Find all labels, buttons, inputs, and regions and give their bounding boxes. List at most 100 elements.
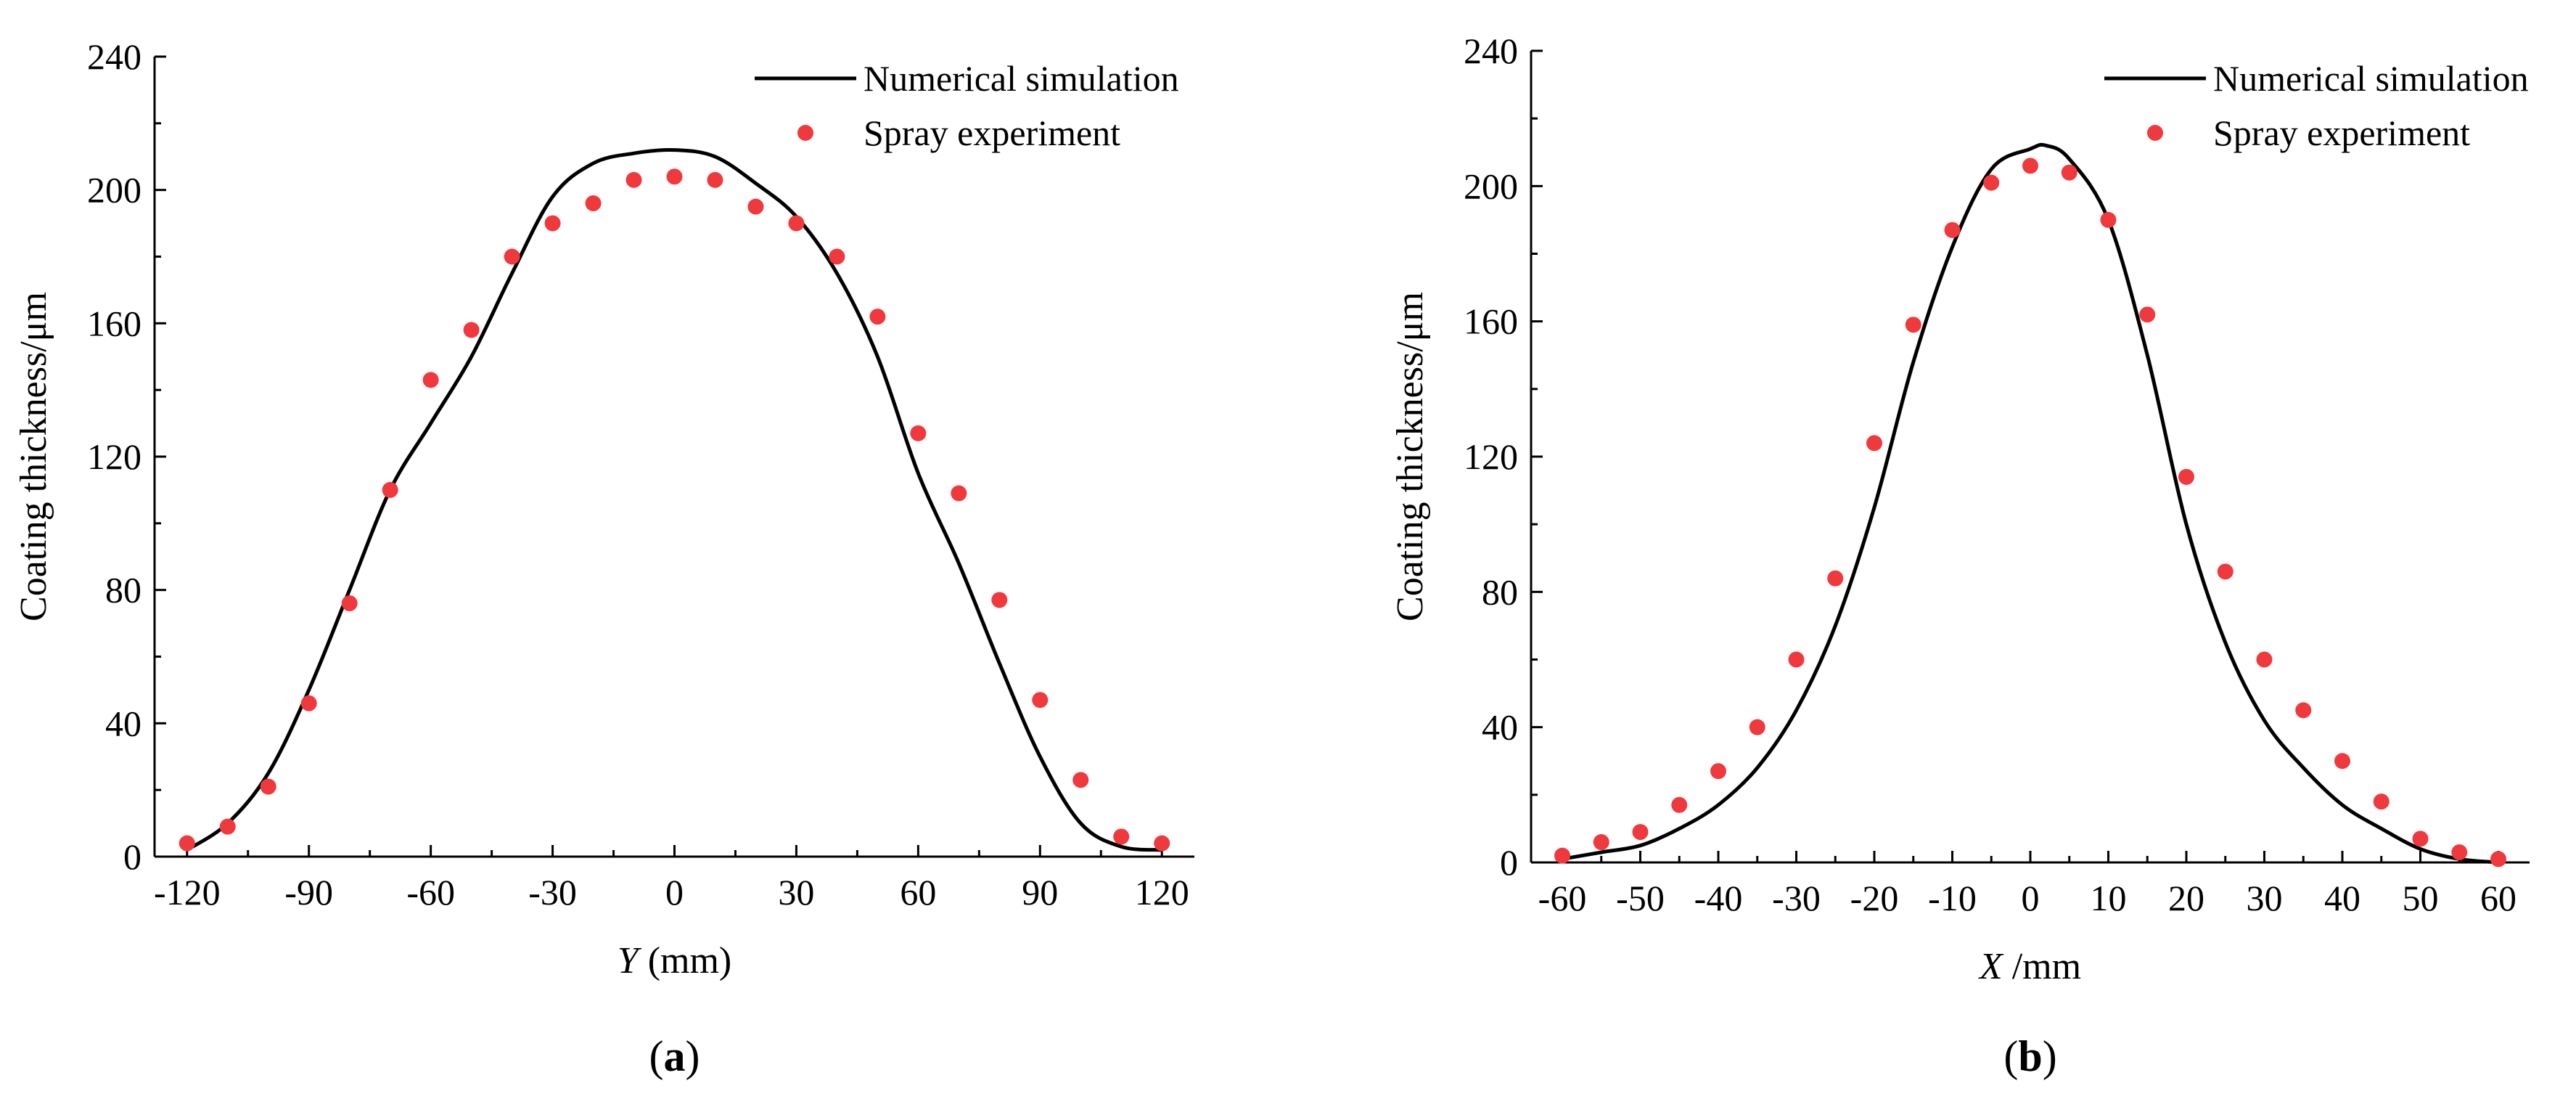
chart1-x-tick-label: 60 [900, 872, 936, 913]
chart2-x-tick-label: 60 [2480, 878, 2516, 918]
chart2-x-tick-label: 30 [2247, 878, 2283, 918]
chart1-x-axis-title-var: Y [618, 940, 642, 981]
chart2-experiment-point [2100, 211, 2117, 228]
chart1-experiment-point [869, 309, 886, 325]
chart2-experiment-point [2295, 702, 2312, 719]
chart1-x-tick-label: 30 [778, 872, 814, 913]
chart1-panel: 0 40 80 120 160 200 240 -120 -90 -60 -30 0 30 60 90 120… [13, 36, 1194, 1080]
chart2-experiment-point [1554, 847, 1570, 864]
chart1-experiment-point [260, 778, 276, 795]
chart2-y-tick-label: 0 [1500, 842, 1518, 883]
chart2-experiment-point [1827, 570, 1844, 587]
chart1-legend-label: Numerical simulation [864, 58, 1179, 99]
chart2-x-tick-label: 10 [2091, 878, 2127, 918]
chart1-experiment-point [504, 248, 520, 265]
chart2-legend-point-swatch [2147, 125, 2163, 141]
chart1-experiment-point [179, 835, 195, 852]
chart2-y-tick-label: 40 [1482, 707, 1518, 748]
chart1-experiment-point [707, 171, 723, 188]
chart2-experiment-point [1671, 796, 1688, 813]
chart2-x-tick-label: -30 [1772, 878, 1821, 918]
chart2-experiment-point [1593, 834, 1609, 851]
chart1-experiment-point [951, 485, 967, 502]
chart1-panel-label: (a) [649, 1032, 700, 1080]
chart1-experiment-point [625, 171, 642, 188]
chart1-y-tick-label: 80 [105, 570, 141, 611]
chart2-experiment-point [1749, 719, 1765, 735]
chart1-experiment-point [1113, 828, 1130, 845]
chart2-experiment-point [1788, 651, 1805, 668]
chart1-experiment-point [422, 372, 439, 388]
chart1-experiment-point [829, 248, 845, 265]
chart2-y-tick-label: 200 [1464, 166, 1518, 206]
chart1-x-tick-label: -90 [284, 872, 333, 913]
chart2-experiment-point [2334, 753, 2350, 770]
chart1-experiment-point [747, 198, 764, 215]
chart2-x-tick-label: -20 [1850, 878, 1899, 918]
chart2-experiment-point [1710, 763, 1726, 780]
chart1-y-tick-label: 120 [87, 436, 141, 477]
chart1-legend-label: Spray experiment [864, 113, 1120, 153]
chart1-panel-label-close: ) [686, 1032, 700, 1080]
chart2-experiment-point [2139, 306, 2156, 323]
chart1-experiment-point [1072, 772, 1089, 788]
chart1-x-tick-label: -120 [154, 872, 221, 913]
chart1-experiment-point [300, 695, 317, 711]
chart1-y-tick-label: 200 [87, 170, 141, 211]
chart2-y-tick-label: 80 [1482, 571, 1518, 612]
chart1-x-tick-label: 0 [665, 872, 684, 913]
chart1-legend: Numerical simulation Spray experiment [755, 58, 1179, 153]
chart2-experiment-point [2412, 830, 2429, 847]
chart1-experiment-point [1154, 835, 1170, 852]
chart2-experiment-point [2256, 651, 2273, 668]
chart2-panel-label: (b) [2003, 1032, 2056, 1080]
chart2-y-tick-label: 120 [1464, 436, 1518, 477]
chart2-x-axis-title-var: X [1978, 946, 2004, 987]
chart1-simulation-line [186, 147, 1162, 852]
chart1-experiment-point [1032, 692, 1049, 709]
chart2-y-axis-title: Coating thickness/μm [1390, 292, 1431, 621]
chart1-x-tick-label: 120 [1135, 872, 1189, 913]
chart2-experiment-point [1866, 435, 1882, 452]
chart2-x-tick-label: -50 [1616, 878, 1665, 918]
chart2-experiment-point [2178, 468, 2194, 485]
chart2-x-tick-label: -10 [1928, 878, 1977, 918]
chart2-x-tick-label: -60 [1538, 878, 1587, 918]
chart1-experiment-point [585, 195, 602, 212]
chart2-experiment-point [1944, 221, 1961, 238]
chart2-x-axis-title: X /mm [1978, 946, 2081, 987]
chart2-x-tick-label: -40 [1694, 878, 1743, 918]
chart1-legend-point-swatch [797, 125, 813, 141]
chart1-y-tick-label: 160 [87, 303, 141, 343]
chart1-experiment-point [788, 215, 805, 232]
chart2-simulation-line [1562, 142, 2499, 865]
chart2-experiment-point [2061, 164, 2077, 181]
chart2-y-tick-label: 160 [1464, 301, 1518, 342]
chart2-legend-label: Spray experiment [2213, 113, 2470, 153]
chart1-y-tick-label: 0 [123, 836, 141, 877]
chart2-experiment-point [1632, 824, 1649, 841]
chart2-experiment-point [1905, 317, 1921, 333]
chart2-panel-label-letter: b [2018, 1032, 2042, 1080]
chart2-panel: 0 40 80 120 160 200 240 -60 -50 -40 -30 -20 -10 0 10 20… [1390, 30, 2530, 1080]
chart2-experiment-point [2217, 563, 2234, 580]
chart1-experiment-point [219, 818, 236, 835]
chart1-experiment-point [341, 595, 358, 612]
chart1-panel-label-letter: a [664, 1032, 686, 1080]
chart2-x-tick-label: 50 [2403, 878, 2439, 918]
chart2-panel-label-close: ) [2043, 1032, 2057, 1080]
chart1-experiment-point [910, 425, 927, 441]
chart2-x-tick-label: 0 [2022, 878, 2040, 918]
chart1-experiment-point [544, 215, 561, 232]
chart1-x-axis-title-unit: (mm) [639, 940, 732, 981]
chart1-x-tick-label: 90 [1022, 872, 1058, 913]
chart1-x-tick-label: -60 [406, 872, 455, 913]
chart1-experiment-point [382, 481, 398, 498]
chart2-experiment-point [2490, 851, 2506, 868]
chart2-x-axis-title-unit: /mm [2003, 946, 2081, 987]
chart2-legend: Numerical simulation Spray experiment [2104, 58, 2529, 153]
chart1-y-axis-title: Coating thickness/μm [13, 292, 54, 621]
chart1-experiment-point [991, 592, 1008, 608]
